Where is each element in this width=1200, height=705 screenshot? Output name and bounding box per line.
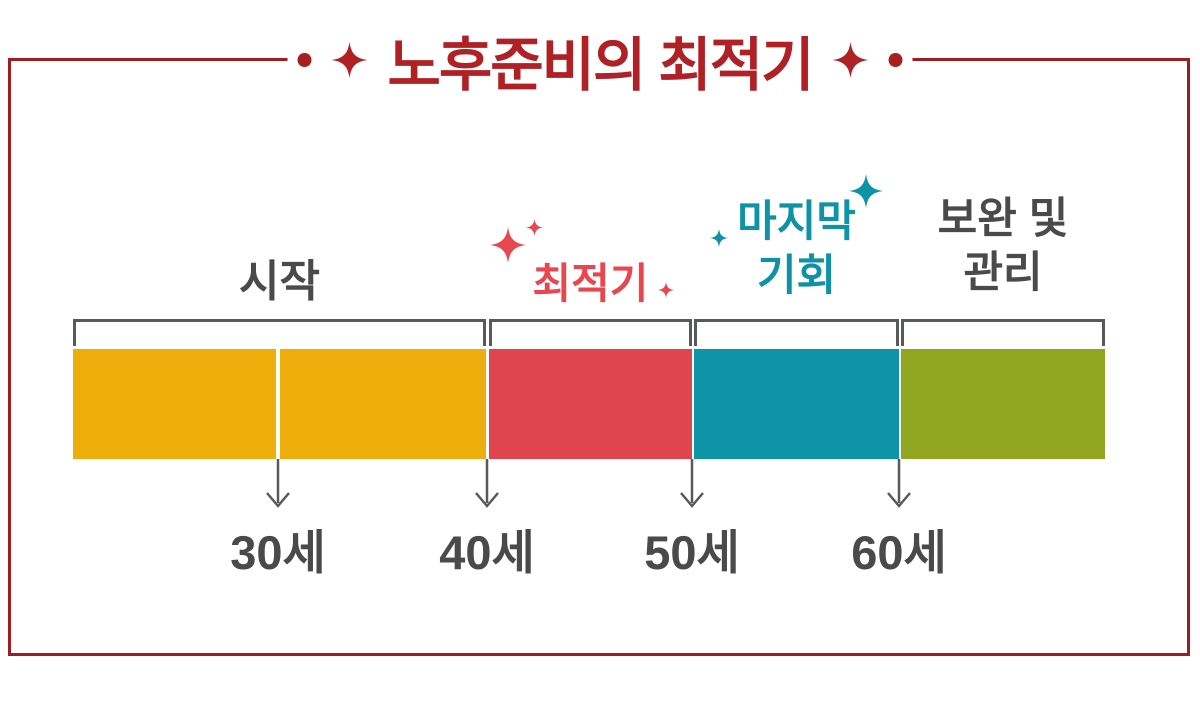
down-arrow-icon bbox=[266, 459, 290, 508]
page-title: 노후준비의 최적기 bbox=[387, 33, 815, 98]
segment-label-last-chance: 마지막 기회 bbox=[737, 198, 856, 300]
bar-segment-start-b bbox=[280, 349, 486, 459]
bracket-maintain bbox=[901, 319, 1105, 346]
title-banner: 노후준비의 최적기 bbox=[287, 18, 913, 102]
sparkle-icon bbox=[331, 42, 368, 78]
bracket-start bbox=[73, 319, 486, 346]
sparkle-icon bbox=[658, 282, 674, 298]
sparkle-icon bbox=[849, 174, 883, 208]
segment-label-maintain: 보완 및 관리 bbox=[937, 195, 1069, 297]
sparkle-icon bbox=[832, 42, 869, 78]
age-marker-50: 50세 bbox=[644, 526, 740, 579]
sparkle-icon bbox=[526, 219, 543, 236]
segment-label-start: 시작 bbox=[239, 257, 320, 306]
segment-label-optimal: 최적기 bbox=[532, 260, 649, 307]
bar-segment-start-a bbox=[73, 349, 276, 459]
sparkle-icon bbox=[710, 229, 728, 247]
down-arrow-icon bbox=[475, 459, 499, 508]
bracket-last-chance bbox=[694, 319, 899, 346]
age-marker-30: 30세 bbox=[230, 526, 326, 579]
down-arrow-icon bbox=[680, 459, 704, 508]
bar-segment-last-chance bbox=[694, 349, 899, 459]
down-arrow-icon bbox=[887, 459, 911, 508]
bracket-optimal bbox=[489, 319, 692, 346]
line-end-dot-left bbox=[297, 53, 312, 67]
line-end-dot-right bbox=[888, 53, 903, 67]
age-marker-60: 60세 bbox=[851, 526, 947, 579]
sparkle-icon bbox=[490, 227, 526, 263]
age-marker-40: 40세 bbox=[439, 526, 535, 579]
bar-segment-optimal bbox=[489, 349, 692, 459]
bar-segment-maintain bbox=[901, 349, 1105, 459]
